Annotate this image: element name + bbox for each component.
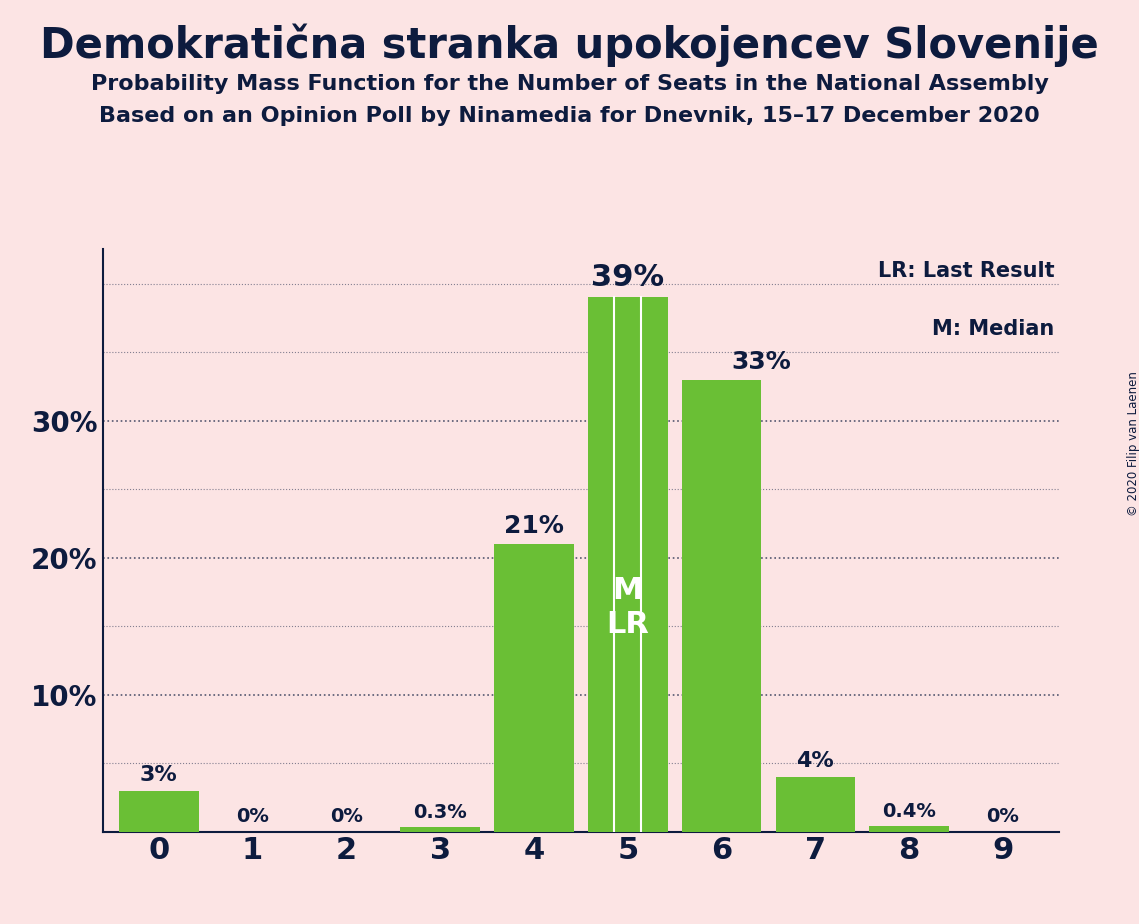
Text: 39%: 39% (591, 263, 664, 292)
Bar (776, 777, 855, 832)
Bar (682, 380, 762, 832)
Text: 3%: 3% (140, 765, 178, 785)
Text: LR: Last Result: LR: Last Result (878, 261, 1055, 281)
Bar (869, 826, 949, 832)
Text: Based on an Opinion Poll by Ninamedia for Dnevnik, 15–17 December 2020: Based on an Opinion Poll by Ninamedia fo… (99, 106, 1040, 127)
Text: 0%: 0% (986, 808, 1019, 826)
Text: 4%: 4% (796, 751, 834, 772)
Bar (400, 828, 480, 832)
Text: 33%: 33% (731, 350, 790, 374)
Text: M: Median: M: Median (932, 320, 1055, 339)
Text: Demokratična stranka upokojencev Slovenije: Demokratična stranka upokojencev Sloveni… (40, 23, 1099, 67)
Text: Probability Mass Function for the Number of Seats in the National Assembly: Probability Mass Function for the Number… (91, 74, 1048, 94)
Text: 0.3%: 0.3% (413, 803, 467, 822)
Text: 0%: 0% (330, 808, 363, 826)
Text: 21%: 21% (505, 515, 564, 539)
Text: © 2020 Filip van Laenen: © 2020 Filip van Laenen (1126, 371, 1139, 516)
Bar (588, 298, 667, 832)
Text: M
LR: M LR (606, 576, 649, 638)
Text: 0.4%: 0.4% (883, 802, 936, 821)
Bar (118, 791, 198, 832)
Bar (494, 544, 574, 832)
Text: 0%: 0% (236, 808, 269, 826)
